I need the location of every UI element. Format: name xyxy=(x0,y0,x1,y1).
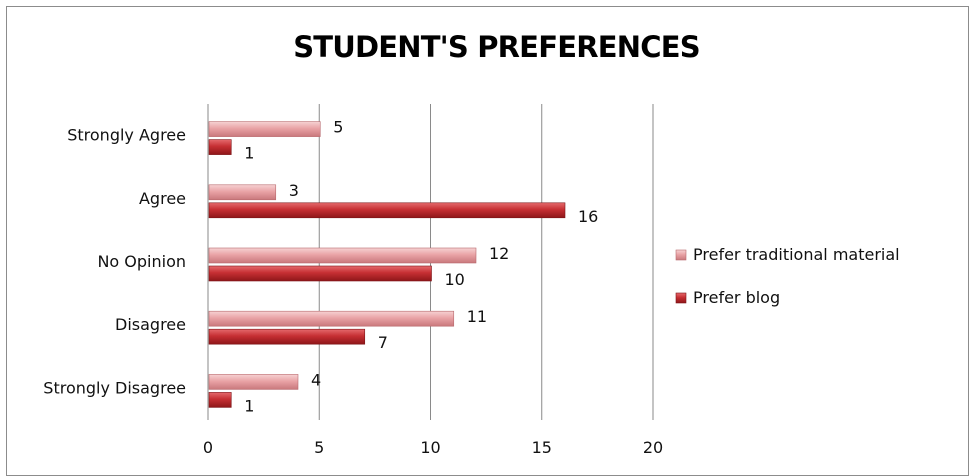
bar-prefer-traditional-material-no-opinion xyxy=(208,247,477,264)
legend-label-prefer-traditional-material: Prefer traditional material xyxy=(693,245,900,264)
category-label-strongly-agree: Strongly Agree xyxy=(67,126,186,145)
data-label-prefer-traditional-material-strongly-agree: 5 xyxy=(333,118,343,137)
data-label-prefer-blog-agree: 16 xyxy=(578,207,598,226)
data-label-prefer-blog-strongly-agree: 1 xyxy=(244,144,254,163)
data-label-prefer-traditional-material-disagree: 11 xyxy=(467,307,487,326)
x-tick-label-20: 20 xyxy=(643,438,663,457)
category-label-strongly-disagree: Strongly Disagree xyxy=(43,378,186,397)
category-label-agree: Agree xyxy=(139,189,186,208)
bar-prefer-blog-strongly-agree xyxy=(208,139,232,155)
data-label-prefer-traditional-material-no-opinion: 12 xyxy=(489,244,509,263)
legend: Prefer traditional material Prefer blog xyxy=(675,245,900,307)
bar-prefer-traditional-material-agree xyxy=(208,184,277,201)
bar-prefer-traditional-material-strongly-agree xyxy=(208,121,321,137)
data-label-prefer-traditional-material-agree: 3 xyxy=(289,181,299,200)
chart-title: STUDENT'S PREFERENCES xyxy=(293,30,700,64)
chart-frame xyxy=(6,6,969,476)
category-label-no-opinion: No Opinion xyxy=(97,252,186,271)
bars xyxy=(208,121,566,408)
legend-swatch-prefer-blog xyxy=(675,292,687,304)
bar-prefer-traditional-material-strongly-disagree xyxy=(208,374,299,390)
legend-swatch-prefer-traditional-material xyxy=(675,249,687,261)
legend-label-prefer-blog: Prefer blog xyxy=(693,288,780,307)
x-tick-label-0: 0 xyxy=(203,438,213,457)
bar-prefer-blog-no-opinion xyxy=(208,265,432,282)
bar-prefer-traditional-material-disagree xyxy=(208,310,455,327)
data-label-prefer-blog-no-opinion: 10 xyxy=(445,270,465,289)
labels: 0 5 10 15 20 Strongly Agree 5 1 Agree 3 16 No Opini… xyxy=(43,118,663,457)
category-label-disagree: Disagree xyxy=(115,315,186,334)
x-tick-label-5: 5 xyxy=(314,438,324,457)
data-label-prefer-blog-strongly-disagree: 1 xyxy=(244,396,254,415)
data-label-prefer-blog-disagree: 7 xyxy=(378,333,388,352)
data-label-prefer-traditional-material-strongly-disagree: 4 xyxy=(311,370,321,389)
bar-prefer-blog-agree xyxy=(208,202,566,219)
x-tick-label-15: 15 xyxy=(532,438,552,457)
bar-prefer-blog-disagree xyxy=(208,328,366,345)
bar-prefer-blog-strongly-disagree xyxy=(208,392,232,408)
x-tick-label-10: 10 xyxy=(420,438,440,457)
